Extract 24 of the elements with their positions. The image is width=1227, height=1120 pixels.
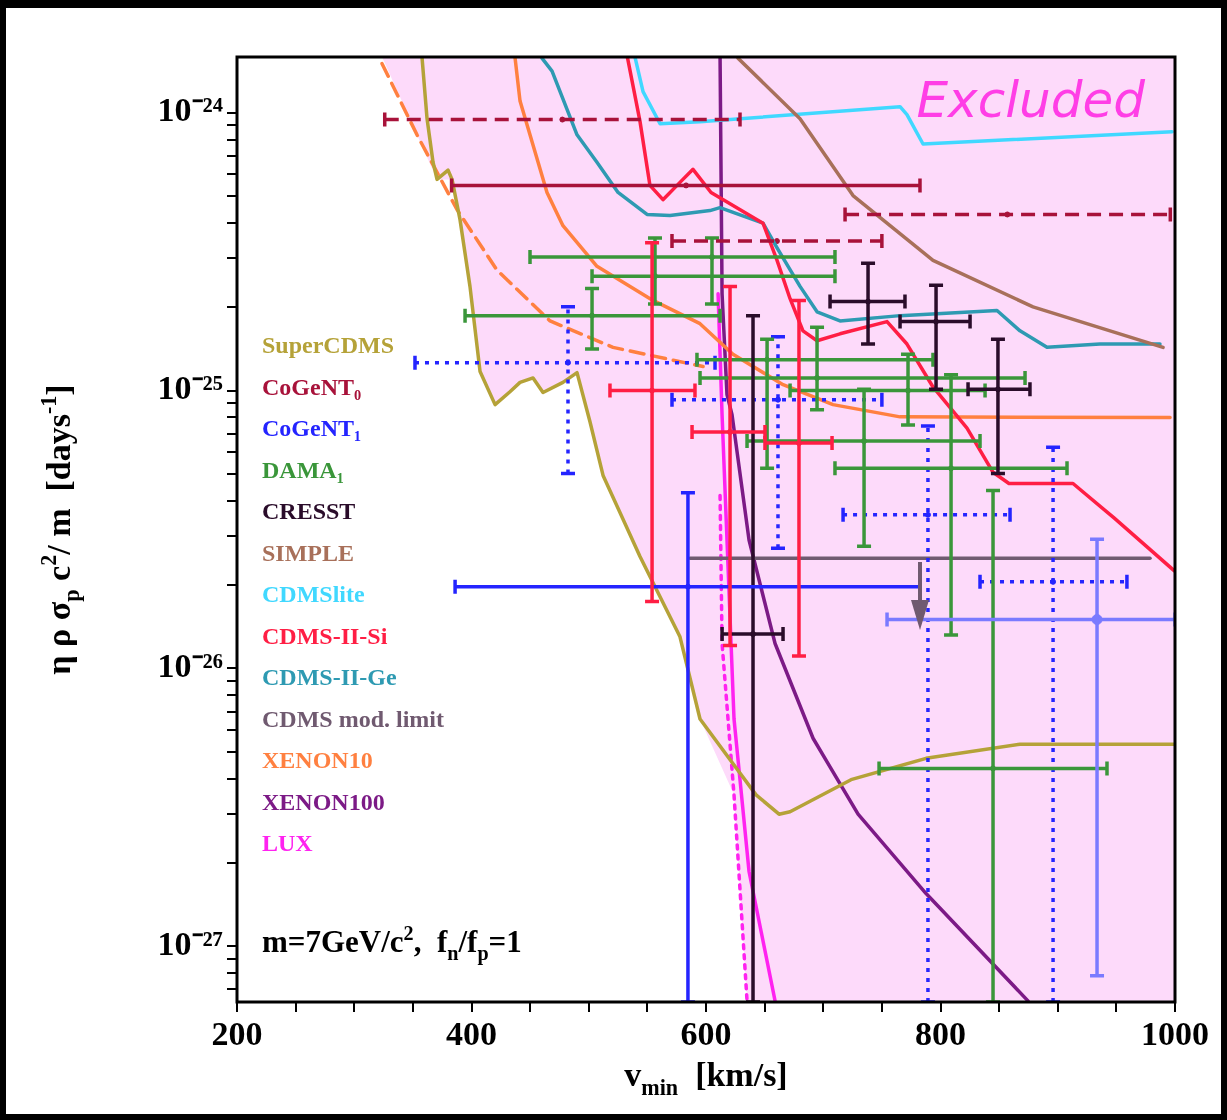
text: XENON100 [262,788,385,815]
text: CDMS mod. limit [262,705,444,732]
x-tick-label: 400 [446,1015,497,1053]
text: CRESST [262,498,356,525]
x-tick-label: 600 [680,1015,732,1053]
x-tick-label: 800 [915,1015,966,1053]
text: CDMS-II-Si [262,622,388,649]
y-tick-label: 10⁻²⁵ [157,369,223,407]
text: DAMA₁ [262,456,344,483]
text: SIMPLE [262,539,355,566]
text: CoGeNT₀ [262,373,362,400]
text: SuperCDMS [262,332,395,359]
x-tick-label: 1000 [1141,1015,1209,1053]
annotation: Excluded [916,70,1146,129]
x-tick-label: 200 [211,1015,263,1053]
text: CoGeNT₁ [262,415,362,442]
y-tick-label: 10⁻²⁷ [157,925,223,963]
text: CDMSlite [262,581,365,608]
text: CDMS-II-Ge [262,664,397,691]
text: LUX [262,830,314,857]
y-axis-title: η ρ σp c2/ m [days-1] [36,384,84,675]
y-tick-label: 10⁻²⁴ [157,91,223,129]
text: XENON10 [262,747,373,774]
y-tick-label: 10⁻²⁶ [157,647,223,685]
